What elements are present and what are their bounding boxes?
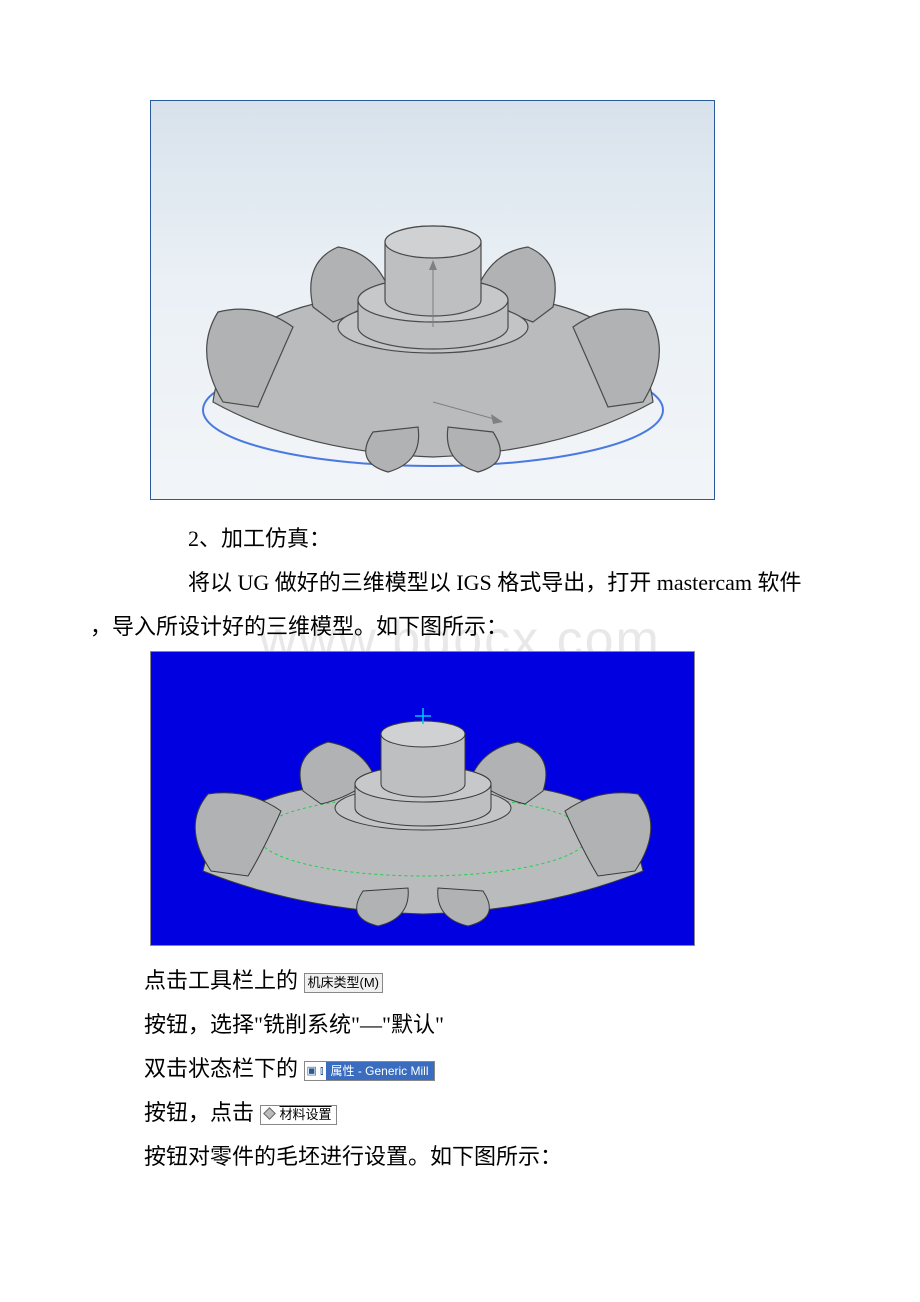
tree-icons-icon: ▣ ⫾	[305, 1062, 326, 1080]
material-setup-label: 材料设置	[280, 1107, 332, 1122]
paragraph-1a: 将以 UG 做好的三维模型以 IGS 格式导出，打开 mastercam 软件	[90, 562, 830, 604]
paragraph-3: 按钮，选择"铣削系统"—"默认"	[90, 1004, 830, 1046]
machine-type-button-badge: 机床类型(M)	[304, 973, 384, 993]
figure-1-cad-render	[150, 100, 715, 500]
paragraph-2: 点击工具栏上的 机床类型(M)	[90, 960, 830, 1002]
paragraph-4-text: 双击状态栏下的	[144, 1056, 298, 1081]
material-setup-badge: 材料设置	[260, 1105, 337, 1125]
paragraph-5: 按钮，点击 材料设置	[90, 1092, 830, 1134]
figure-1-container	[150, 100, 830, 500]
document-page: 2、加工仿真： 将以 UG 做好的三维模型以 IGS 格式导出，打开 maste…	[0, 0, 920, 1219]
impeller-model-2-icon	[163, 676, 683, 946]
paragraph-5-text: 按钮，点击	[144, 1100, 254, 1125]
figure-2-mastercam-view	[150, 651, 695, 946]
paragraph-6: 按钮对零件的毛坯进行设置。如下图所示：	[90, 1136, 830, 1178]
impeller-model-icon	[163, 152, 703, 500]
paragraph-4: 双击状态栏下的 ▣ ⫾属性 - Generic Mill	[90, 1048, 830, 1090]
section-heading: 2、加工仿真：	[90, 518, 830, 560]
properties-label: 属性 - Generic Mill	[326, 1062, 434, 1080]
properties-generic-mill-badge: ▣ ⫾属性 - Generic Mill	[304, 1061, 435, 1081]
figure-2-container	[150, 651, 830, 946]
paragraph-2-text: 点击工具栏上的	[144, 968, 298, 993]
diamond-icon	[263, 1107, 276, 1120]
paragraph-1b: ，导入所设计好的三维模型。如下图所示：	[90, 606, 830, 648]
